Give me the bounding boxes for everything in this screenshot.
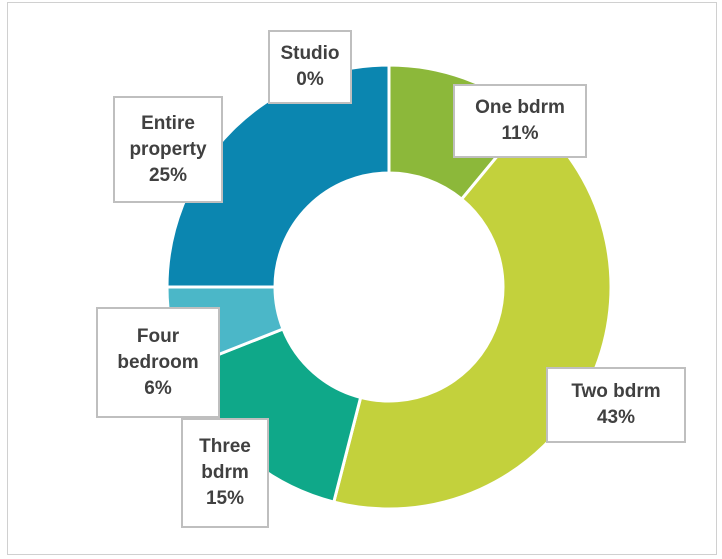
value-label: 6% bbox=[144, 377, 172, 399]
category-label: Four bedroom bbox=[117, 325, 199, 373]
category-label: One bdrm bbox=[475, 97, 565, 118]
category-label: Two bdrm bbox=[571, 381, 661, 402]
data-label: Studio 0% bbox=[268, 30, 352, 104]
data-label: One bdrm 11% bbox=[453, 84, 587, 158]
category-label: Three bdrm bbox=[199, 436, 251, 483]
chart-frame bbox=[7, 2, 717, 555]
data-label: Three bdrm 15% bbox=[181, 418, 269, 528]
data-label: Two bdrm 43% bbox=[546, 367, 686, 443]
value-label: 25% bbox=[148, 164, 188, 186]
donut-segment bbox=[331, 113, 613, 511]
value-label: 0% bbox=[296, 69, 324, 90]
data-label: Entire property 25% bbox=[113, 96, 223, 203]
category-label: Studio bbox=[280, 43, 340, 64]
data-label: Four bedroom 6% bbox=[96, 307, 220, 418]
value-label: 15% bbox=[205, 488, 245, 509]
value-label: 43% bbox=[596, 407, 636, 428]
category-label: Entire property bbox=[129, 112, 207, 160]
value-label: 11% bbox=[501, 123, 539, 144]
